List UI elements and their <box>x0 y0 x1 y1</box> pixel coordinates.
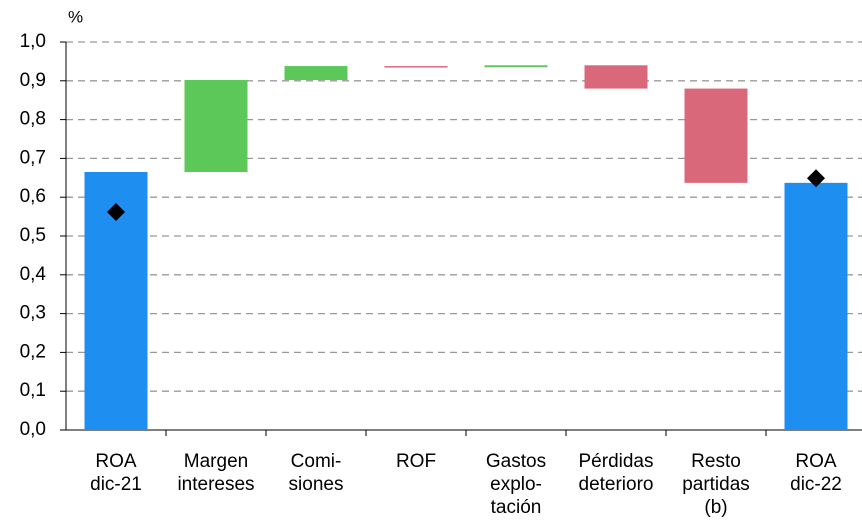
x-tick-label: Comi- <box>291 451 342 472</box>
x-tick-label: Margen <box>184 451 248 472</box>
x-tick-label: explo- <box>490 474 542 495</box>
x-tick-label: deterioro <box>579 474 654 495</box>
bar <box>684 88 748 183</box>
y-axis-unit: % <box>68 7 83 26</box>
y-tick-label: 0,4 <box>20 264 47 285</box>
y-tick-label: 0,0 <box>20 419 46 440</box>
y-tick-label: 0,6 <box>20 186 46 207</box>
x-tick-label: (b) <box>704 497 727 518</box>
bar <box>584 65 648 89</box>
bar <box>284 66 348 81</box>
y-tick-label: 0,1 <box>20 380 46 401</box>
x-tick-label: dic-22 <box>790 474 842 495</box>
x-tick-label: ROF <box>396 451 436 472</box>
x-tick-label: partidas <box>682 474 750 495</box>
x-tick-label: siones <box>289 474 344 495</box>
x-tick-label: Pérdidas <box>579 451 654 472</box>
x-tick-label: intereses <box>177 474 254 495</box>
x-tick-label: Gastos <box>486 451 546 472</box>
y-tick-label: 0,2 <box>20 341 46 362</box>
y-tick-label: 0,9 <box>20 70 46 91</box>
y-tick-label: 1,0 <box>20 31 46 52</box>
marker <box>107 202 125 221</box>
marker <box>807 169 825 188</box>
bar <box>184 80 248 172</box>
bar <box>484 65 548 68</box>
x-tick-label: tación <box>491 497 542 518</box>
bar <box>784 182 848 430</box>
x-tick-label: ROA <box>95 451 137 472</box>
y-tick-label: 0,7 <box>20 147 46 168</box>
y-tick-label: 0,3 <box>20 303 46 324</box>
bar <box>384 66 448 68</box>
x-tick-label: dic-21 <box>90 474 142 495</box>
x-tick-label: Resto <box>691 451 741 472</box>
x-tick-label: ROA <box>795 451 837 472</box>
y-tick-label: 0,5 <box>20 225 46 246</box>
y-tick-label: 0,8 <box>20 109 46 130</box>
